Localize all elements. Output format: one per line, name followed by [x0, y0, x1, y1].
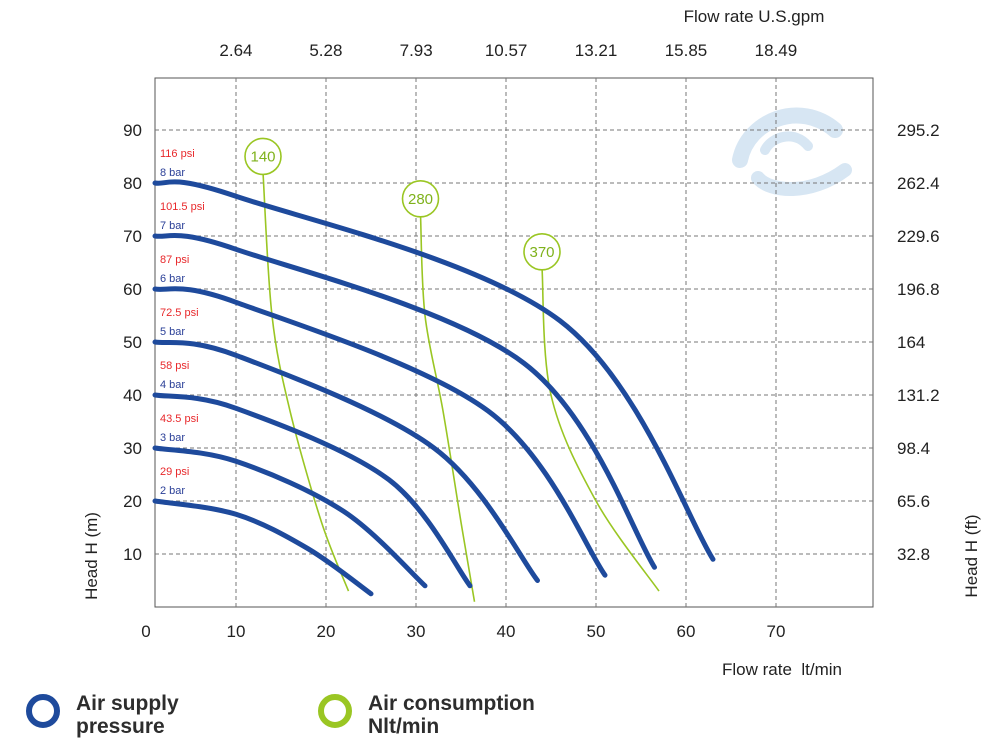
x-tick-label-bottom: 0 [141, 622, 150, 641]
y-ticks-right: 32.8 65.6 98.4 131.2 164 196.8 229.6 262.4 295.2 [897, 121, 940, 564]
air-consumption-bubble-label: 140 [250, 148, 275, 165]
x-tick-label-top: 10.57 [485, 41, 528, 60]
y-tick-label-left: 10 [123, 545, 142, 564]
y-tick-label-right: 98.4 [897, 439, 930, 458]
pressure-label-psi: 29 psi [160, 466, 189, 478]
y-tick-label-left: 30 [123, 439, 142, 458]
x-axis-title-bottom: Flow rate lt/min [722, 660, 842, 679]
y-ticks-left: 10 20 30 40 50 60 70 80 90 [123, 121, 142, 564]
y-tick-label-left: 90 [123, 121, 142, 140]
x-tick-label-top: 13.21 [575, 41, 618, 60]
legend-ring-blue-icon [26, 694, 60, 728]
air-supply-pressure-curve [152, 179, 716, 562]
air-consumption-bubble-label: 280 [408, 191, 433, 208]
x-tick-label-top: 18.49 [755, 41, 798, 60]
air-supply-pressure-curve [152, 392, 473, 589]
y-tick-label-left: 40 [123, 386, 142, 405]
pressure-label-bar: 3 bar [160, 432, 185, 444]
x-tick-label-bottom: 60 [677, 622, 696, 641]
pressure-label-bar: 8 bar [160, 167, 185, 179]
x-axis-title-top: Flow rate U.S.gpm [684, 7, 825, 26]
air-consumption-curve [541, 267, 660, 592]
pressure-label-psi: 101.5 psi [160, 201, 205, 213]
pressure-label-psi: 43.5 psi [160, 413, 199, 425]
air-consumption-bubble-label: 370 [529, 244, 554, 261]
grid [155, 78, 873, 607]
pressure-label-bar: 5 bar [160, 326, 185, 338]
y-tick-label-right: 196.8 [897, 280, 940, 299]
pressure-label-psi: 87 psi [160, 254, 189, 266]
x-tick-label-bottom: 30 [407, 622, 426, 641]
legend-ring-green-icon [318, 694, 352, 728]
x-tick-label-bottom: 50 [587, 622, 606, 641]
air-consumption-bubble [401, 180, 440, 218]
pressure-label-bar: 7 bar [160, 220, 185, 232]
air-consumption-bubble [523, 233, 561, 271]
x-ticks-bottom: 0 10 20 30 40 50 60 70 [141, 622, 785, 641]
curves [152, 172, 716, 602]
x-tick-label-bottom: 10 [227, 622, 246, 641]
x-tick-label-bottom: 40 [497, 622, 516, 641]
air-supply-pressure-curve [152, 445, 428, 589]
air-consumption-bubble [244, 137, 282, 176]
y-tick-label-left: 70 [123, 227, 142, 246]
y-tick-label-left: 50 [123, 333, 142, 352]
pressure-label-bar: 4 bar [160, 379, 185, 391]
y-tick-label-right: 262.4 [897, 174, 940, 193]
air-supply-pressure-curve [152, 339, 540, 583]
air-consumption-curve [419, 214, 476, 602]
legend-label-air-supply-pressure: Air supply pressure [76, 692, 179, 738]
watermark-logo [732, 107, 852, 197]
pressure-labels: 29 psi 2 bar 43.5 psi 3 bar 58 psi 4 bar 72.5 … [160, 148, 205, 497]
consumption-bubbles: 140 280 370 [244, 137, 561, 271]
y-tick-label-right: 65.6 [897, 492, 930, 511]
y-axis-title-right: Head H (ft) [962, 514, 981, 597]
air-supply-pressure-curve [152, 232, 657, 570]
pressure-label-psi: 116 psi [160, 148, 195, 160]
x-tick-label-bottom: 20 [317, 622, 336, 641]
legend-air-consumption: Air consumption Nlt/min [318, 692, 535, 738]
air-supply-pressure-curve [152, 286, 608, 578]
pressure-label-bar: 6 bar [160, 273, 185, 285]
y-tick-label-left: 20 [123, 492, 142, 511]
pressure-label-psi: 58 psi [160, 360, 189, 372]
y-tick-label-right: 131.2 [897, 386, 940, 405]
y-tick-label-right: 164 [897, 333, 925, 352]
y-tick-label-left: 80 [123, 174, 142, 193]
x-tick-label-top: 5.28 [309, 41, 342, 60]
x-tick-label-top: 15.85 [665, 41, 708, 60]
air-supply-pressure-curve [152, 498, 374, 597]
y-tick-label-left: 60 [123, 280, 142, 299]
legend-label-air-consumption: Air consumption Nlt/min [368, 692, 535, 738]
y-axis-title-left: Head H (m) [82, 512, 101, 600]
y-tick-label-right: 32.8 [897, 545, 930, 564]
legend-air-supply-pressure: Air supply pressure [26, 692, 179, 738]
x-ticks-top: 2.64 5.28 7.93 10.57 13.21 15.85 18.49 [219, 41, 797, 60]
y-tick-label-right: 229.6 [897, 227, 940, 246]
pressure-label-bar: 2 bar [160, 485, 185, 497]
pressure-label-psi: 72.5 psi [160, 307, 199, 319]
x-tick-label-top: 2.64 [219, 41, 252, 60]
air-consumption-curve [262, 172, 350, 592]
y-tick-label-right: 295.2 [897, 121, 940, 140]
x-tick-label-top: 7.93 [400, 41, 433, 60]
x-tick-label-bottom: 70 [767, 622, 786, 641]
